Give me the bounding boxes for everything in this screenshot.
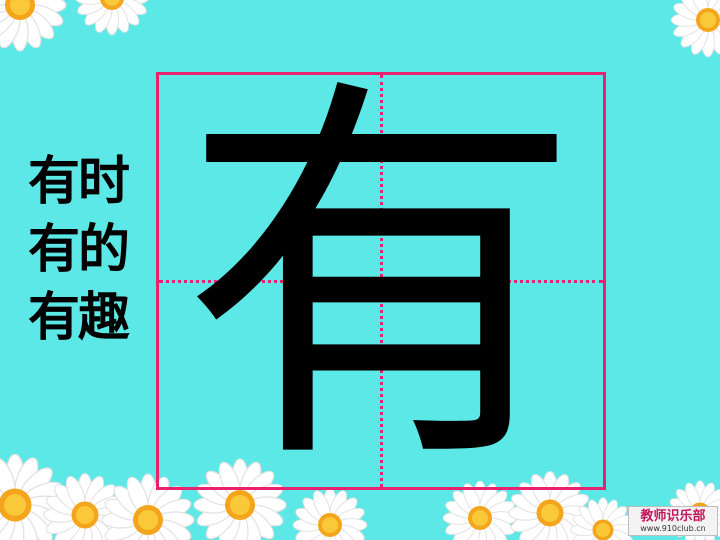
side-word-list: 有时 有的 有趣 [28,148,153,352]
daisy-icon [670,0,720,58]
daisy-icon [0,0,67,52]
main-character: 有 [181,48,581,513]
side-word-youshi: 有时 [28,152,130,212]
writing-grid: 有 [156,72,606,490]
grid-horizontal-guide [159,280,603,283]
daisy-icon [74,0,150,36]
side-word-youqu: 有趣 [28,288,130,348]
club-logo-url: www.910club.cn [640,523,706,533]
side-word-youde: 有的 [28,220,130,280]
club-logo: 教师识乐部 www.910club.cn [628,506,718,536]
club-logo-title: 教师识乐部 [640,508,706,524]
